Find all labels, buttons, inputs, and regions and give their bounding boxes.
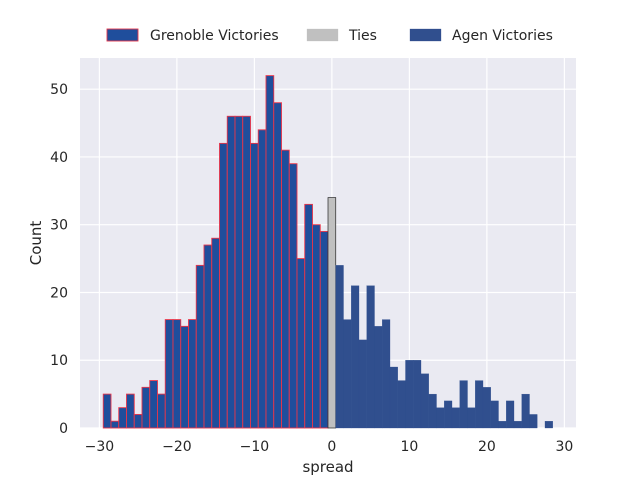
bar-agen	[544, 421, 553, 429]
bar-agen	[428, 393, 437, 429]
bar-grenoble	[195, 264, 205, 429]
bar-agen	[467, 407, 476, 429]
bar-agen	[436, 407, 445, 429]
bar-agen	[389, 366, 398, 429]
bar-grenoble	[110, 420, 120, 429]
bar-grenoble	[288, 163, 298, 429]
legend-label-agen: Agen Victories	[452, 28, 553, 44]
bar-agen	[343, 319, 352, 429]
bar-grenoble	[312, 224, 321, 429]
y-tick-label: 20	[50, 285, 68, 301]
legend-swatch-ties	[306, 28, 339, 42]
bar-grenoble	[180, 325, 189, 429]
bar-agen	[529, 414, 538, 429]
bar-grenoble	[118, 407, 127, 429]
bar-grenoble	[219, 142, 228, 429]
bar-grenoble	[203, 244, 213, 429]
bar-agen	[351, 285, 360, 429]
bar-agen	[498, 421, 507, 429]
y-tick-label: 0	[59, 421, 68, 437]
legend-label-grenoble: Grenoble Victories	[150, 28, 279, 44]
bar-grenoble	[273, 102, 282, 429]
bar-agen	[366, 285, 375, 429]
bar-grenoble	[281, 149, 290, 429]
y-tick-label: 30	[50, 218, 68, 234]
bar-agen	[490, 400, 499, 429]
bar-grenoble	[257, 129, 267, 429]
y-axis-ticks: 0 10 20 30 40 50	[50, 82, 68, 437]
y-tick-label: 50	[50, 82, 68, 98]
x-tick-label: 20	[478, 439, 496, 455]
x-tick-label: −20	[162, 439, 192, 455]
bar-agen	[374, 326, 383, 429]
bar-agen	[513, 421, 522, 429]
bar-grenoble	[157, 393, 166, 429]
bar-grenoble	[296, 258, 306, 429]
x-axis-ticks: −30 −20 −10 0 10 20 30	[85, 439, 574, 455]
bar-agen	[397, 380, 406, 429]
bar-grenoble	[304, 203, 313, 429]
bar-agen	[358, 339, 367, 429]
bar-agen	[482, 387, 491, 429]
x-tick-label: 10	[400, 439, 418, 455]
x-tick-label: −10	[240, 439, 270, 455]
bar-grenoble	[234, 115, 244, 429]
bars	[102, 75, 553, 429]
bar-grenoble	[188, 319, 197, 429]
y-axis-label: Count	[27, 221, 45, 266]
y-tick-label: 40	[50, 150, 68, 166]
bar-agen	[382, 319, 391, 429]
bar-agen	[413, 360, 422, 429]
bar-grenoble	[102, 393, 112, 429]
x-axis-label: spread	[302, 458, 353, 476]
bar-agen	[444, 400, 453, 429]
legend: Grenoble Victories Ties Agen Victories	[106, 28, 553, 44]
legend-swatch-agen	[409, 28, 442, 42]
bar-agen	[405, 360, 414, 429]
bar-grenoble	[126, 393, 135, 429]
bar-agen	[459, 380, 468, 429]
bar-grenoble	[141, 386, 151, 429]
bar-agen	[335, 265, 344, 429]
bar-agen	[420, 373, 429, 429]
legend-swatch-grenoble	[106, 28, 139, 42]
bar-ties	[327, 197, 337, 429]
y-tick-label: 10	[50, 353, 68, 369]
bar-grenoble	[265, 75, 275, 429]
bar-grenoble	[242, 115, 251, 429]
x-tick-label: 0	[327, 439, 336, 455]
bar-agen	[506, 400, 515, 429]
x-tick-label: −30	[85, 439, 115, 455]
bar-grenoble	[133, 413, 143, 429]
bar-grenoble	[164, 319, 174, 429]
bar-agen	[451, 407, 460, 429]
bar-grenoble	[172, 319, 182, 429]
legend-label-ties: Ties	[348, 28, 377, 44]
bar-agen	[521, 393, 530, 429]
bar-grenoble	[226, 115, 236, 429]
bar-grenoble	[250, 142, 259, 429]
bar-grenoble	[319, 231, 329, 429]
bar-grenoble	[211, 237, 220, 429]
bar-agen	[475, 380, 484, 429]
bar-grenoble	[149, 380, 158, 429]
x-tick-label: 30	[555, 439, 573, 455]
